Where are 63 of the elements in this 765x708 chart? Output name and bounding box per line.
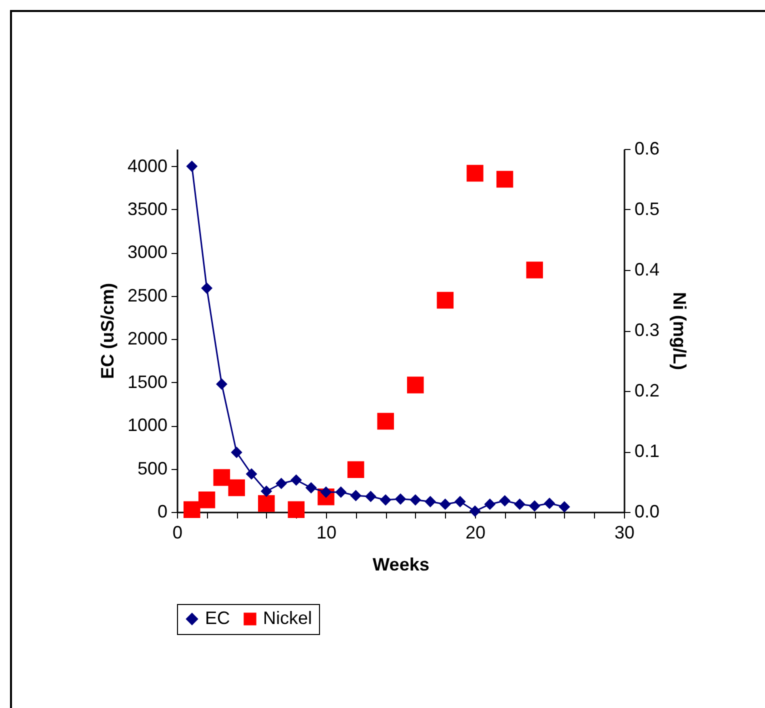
point: [424, 496, 436, 508]
y2-tick-label: 0.1: [634, 441, 660, 461]
y-tick-label: 2000: [127, 328, 168, 349]
y2-tick-label: 0.5: [634, 199, 660, 219]
point: [201, 282, 212, 294]
point: [454, 496, 466, 508]
point: [288, 501, 305, 518]
legend-label: EC: [205, 608, 230, 628]
y2-axis-title: Ni (mg/L): [670, 292, 690, 370]
y2-tick-label: 0.6: [634, 138, 660, 158]
point: [484, 498, 496, 510]
point: [469, 505, 481, 517]
point: [335, 486, 347, 498]
point: [394, 493, 406, 505]
point: [213, 469, 230, 486]
y-tick-label: 0: [157, 502, 168, 522]
y-tick-label: 500: [137, 458, 168, 478]
x-tick-label: 10: [316, 522, 337, 542]
y2-tick-label: 0.3: [634, 320, 660, 340]
point: [380, 494, 392, 506]
point: [544, 498, 556, 510]
point: [558, 501, 570, 513]
point: [350, 490, 362, 502]
point: [526, 262, 543, 278]
point: [347, 461, 364, 478]
point: [216, 378, 228, 390]
y-axis-title: EC (uS/cm): [97, 282, 118, 380]
y2-tick-label: 0.2: [634, 380, 660, 400]
point: [305, 482, 317, 494]
x-tick-label: 0: [172, 522, 183, 542]
point: [514, 498, 526, 510]
point: [365, 490, 376, 502]
y-tick-label: 3500: [127, 199, 168, 219]
point: [407, 376, 424, 394]
point: [377, 412, 394, 430]
point: [499, 495, 510, 506]
point: [228, 479, 245, 496]
x-axis-title: Weeks: [372, 554, 430, 574]
y2-tick-label: 0.0: [634, 502, 660, 522]
point: [198, 492, 216, 508]
y-tick-label: 3000: [127, 242, 168, 262]
point: [436, 292, 454, 309]
point: [230, 446, 242, 458]
y-tick-label: 1500: [127, 372, 168, 392]
point: [184, 501, 200, 518]
y2-tick-label: 0.4: [634, 260, 660, 280]
point: [258, 495, 275, 512]
legend-label: Nickel: [263, 608, 312, 628]
point: [276, 478, 287, 490]
point: [186, 160, 198, 172]
point: [246, 468, 258, 480]
point: [466, 164, 484, 182]
y-tick-label: 4000: [127, 156, 168, 176]
y-tick-label: 1000: [127, 415, 168, 436]
point: [410, 494, 422, 506]
point: [290, 474, 302, 486]
point: [496, 170, 514, 188]
x-tick-label: 30: [614, 522, 635, 542]
x-tick-label: 20: [465, 522, 486, 542]
point: [528, 500, 540, 512]
point: [260, 486, 272, 497]
y-tick-label: 2500: [127, 285, 168, 306]
point: [440, 498, 451, 510]
